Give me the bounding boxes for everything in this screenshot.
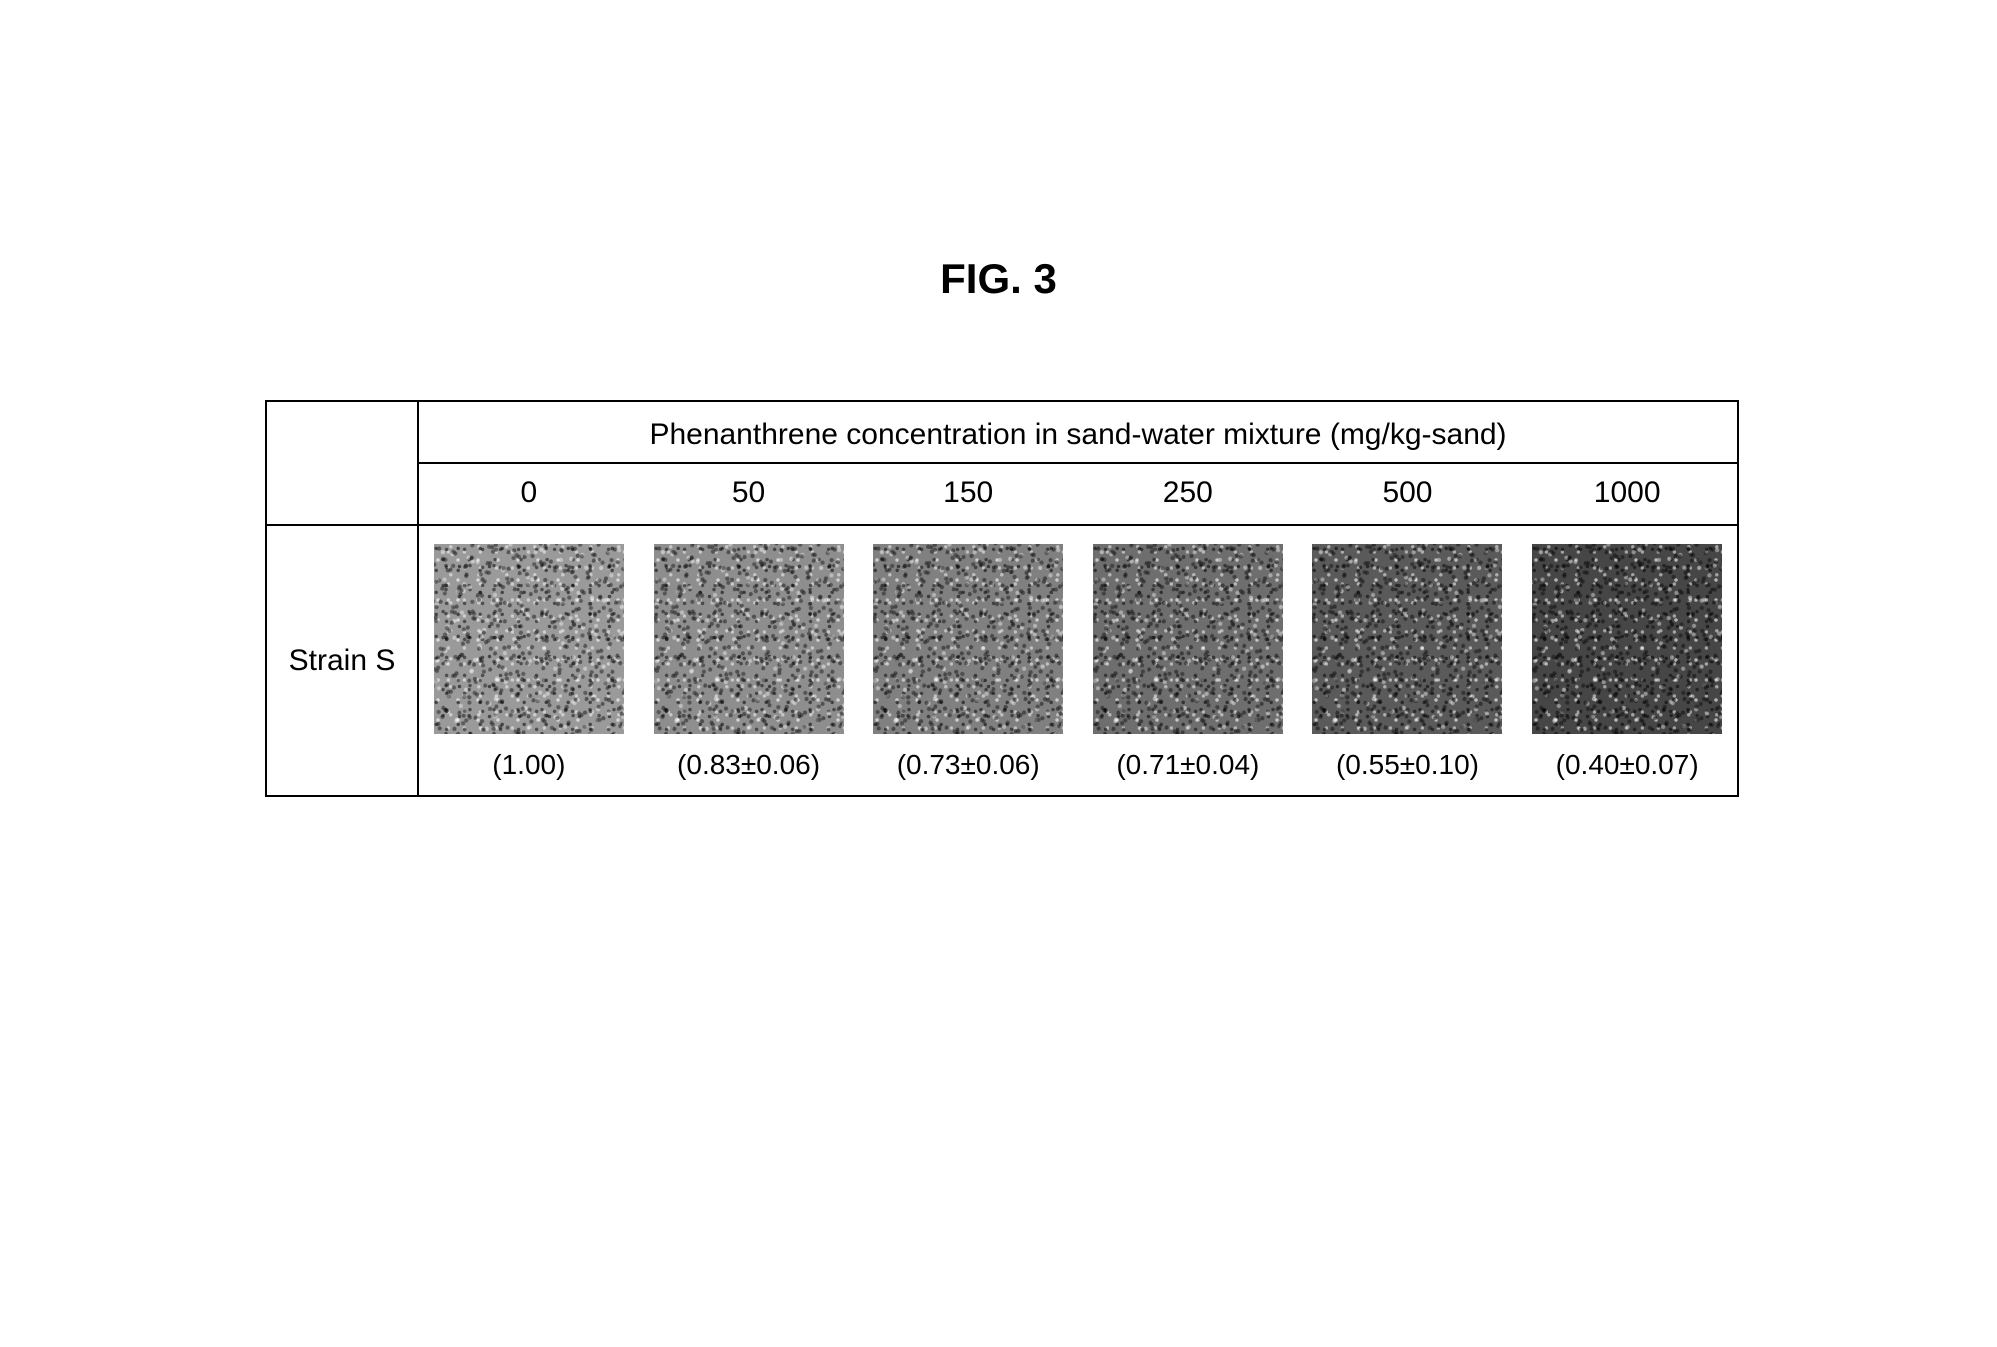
value-1: (0.83±0.06) xyxy=(639,745,859,795)
sample-swatch-3 xyxy=(1093,544,1283,734)
row-label: Strain S xyxy=(267,525,418,795)
conc-col-0: 0 xyxy=(418,463,639,525)
value-3: (0.71±0.04) xyxy=(1078,745,1298,795)
conc-col-4: 500 xyxy=(1298,463,1518,525)
conc-col-1: 50 xyxy=(639,463,859,525)
figure-label: FIG. 3 xyxy=(0,255,1997,303)
header-blank-cell xyxy=(267,402,418,525)
conc-col-3: 250 xyxy=(1078,463,1298,525)
sample-swatch-0 xyxy=(434,544,624,734)
value-5: (0.40±0.07) xyxy=(1517,745,1737,795)
table-header-title: Phenanthrene concentration in sand-water… xyxy=(418,402,1737,463)
sample-swatch-2 xyxy=(873,544,1063,734)
value-4: (0.55±0.10) xyxy=(1298,745,1518,795)
sample-swatch-4 xyxy=(1312,544,1502,734)
value-0: (1.00) xyxy=(418,745,639,795)
figure-table: Phenanthrene concentration in sand-water… xyxy=(265,400,1739,797)
sample-swatch-5 xyxy=(1532,544,1722,734)
value-2: (0.73±0.06) xyxy=(858,745,1078,795)
conc-col-2: 150 xyxy=(858,463,1078,525)
conc-col-5: 1000 xyxy=(1517,463,1737,525)
sample-swatch-1 xyxy=(654,544,844,734)
